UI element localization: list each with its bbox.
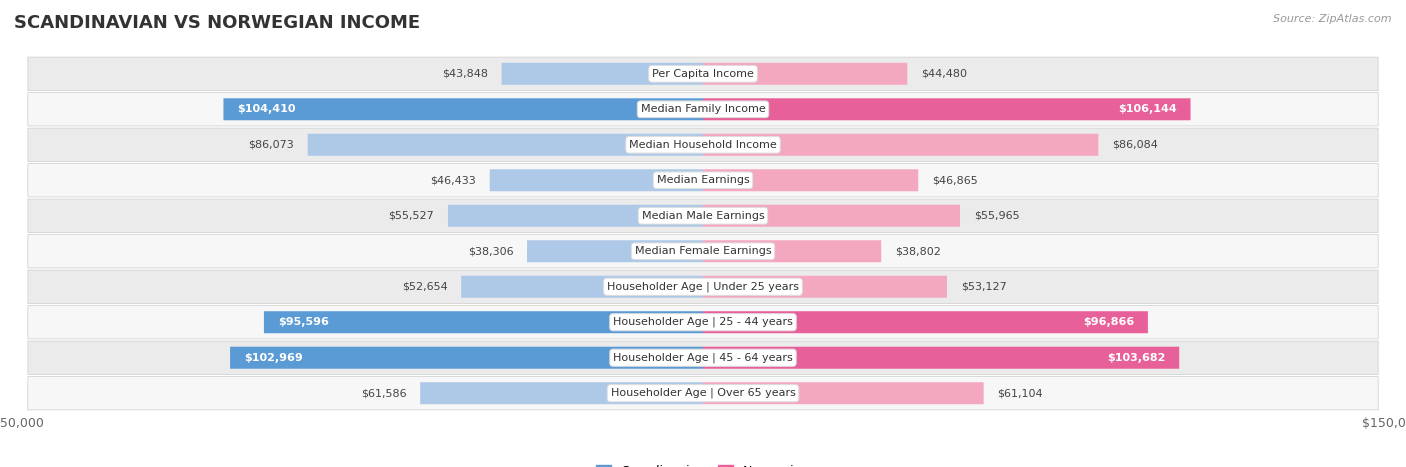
Text: Householder Age | Under 25 years: Householder Age | Under 25 years (607, 282, 799, 292)
FancyBboxPatch shape (28, 376, 1378, 410)
FancyBboxPatch shape (308, 134, 703, 156)
Text: Median Family Income: Median Family Income (641, 104, 765, 114)
Text: Median Earnings: Median Earnings (657, 175, 749, 185)
Text: $103,682: $103,682 (1107, 353, 1166, 363)
FancyBboxPatch shape (703, 240, 882, 262)
FancyBboxPatch shape (703, 382, 984, 404)
Text: $55,965: $55,965 (974, 211, 1019, 221)
FancyBboxPatch shape (449, 205, 703, 227)
Text: $52,654: $52,654 (402, 282, 447, 292)
FancyBboxPatch shape (703, 169, 918, 191)
Text: $104,410: $104,410 (238, 104, 295, 114)
FancyBboxPatch shape (231, 347, 703, 369)
FancyBboxPatch shape (28, 341, 1378, 375)
Text: $102,969: $102,969 (243, 353, 302, 363)
FancyBboxPatch shape (28, 92, 1378, 126)
Text: $106,144: $106,144 (1118, 104, 1177, 114)
Text: $53,127: $53,127 (960, 282, 1007, 292)
FancyBboxPatch shape (461, 276, 703, 298)
Text: Householder Age | Over 65 years: Householder Age | Over 65 years (610, 388, 796, 398)
FancyBboxPatch shape (703, 311, 1147, 333)
Text: Median Male Earnings: Median Male Earnings (641, 211, 765, 221)
FancyBboxPatch shape (28, 270, 1378, 304)
Text: $44,480: $44,480 (921, 69, 967, 79)
Text: Median Female Earnings: Median Female Earnings (634, 246, 772, 256)
FancyBboxPatch shape (224, 98, 703, 120)
FancyBboxPatch shape (703, 276, 948, 298)
Text: Source: ZipAtlas.com: Source: ZipAtlas.com (1274, 14, 1392, 24)
FancyBboxPatch shape (264, 311, 703, 333)
Text: $86,084: $86,084 (1112, 140, 1159, 150)
FancyBboxPatch shape (703, 134, 1098, 156)
Text: $38,802: $38,802 (896, 246, 941, 256)
FancyBboxPatch shape (703, 98, 1191, 120)
Text: $95,596: $95,596 (278, 317, 329, 327)
FancyBboxPatch shape (703, 205, 960, 227)
Text: $86,073: $86,073 (247, 140, 294, 150)
FancyBboxPatch shape (527, 240, 703, 262)
Legend: Scandinavian, Norwegian: Scandinavian, Norwegian (591, 460, 815, 467)
Text: $61,586: $61,586 (361, 388, 406, 398)
Text: $46,865: $46,865 (932, 175, 977, 185)
FancyBboxPatch shape (28, 57, 1378, 91)
FancyBboxPatch shape (703, 63, 907, 85)
Text: $61,104: $61,104 (997, 388, 1043, 398)
FancyBboxPatch shape (28, 305, 1378, 339)
Text: $38,306: $38,306 (468, 246, 513, 256)
Text: Householder Age | 45 - 64 years: Householder Age | 45 - 64 years (613, 353, 793, 363)
Text: $55,527: $55,527 (388, 211, 434, 221)
Text: Per Capita Income: Per Capita Income (652, 69, 754, 79)
Text: $96,866: $96,866 (1083, 317, 1135, 327)
FancyBboxPatch shape (502, 63, 703, 85)
FancyBboxPatch shape (28, 163, 1378, 197)
FancyBboxPatch shape (420, 382, 703, 404)
FancyBboxPatch shape (28, 234, 1378, 268)
Text: $43,848: $43,848 (441, 69, 488, 79)
Text: SCANDINAVIAN VS NORWEGIAN INCOME: SCANDINAVIAN VS NORWEGIAN INCOME (14, 14, 420, 32)
FancyBboxPatch shape (703, 347, 1180, 369)
FancyBboxPatch shape (28, 128, 1378, 162)
FancyBboxPatch shape (28, 199, 1378, 233)
Text: $46,433: $46,433 (430, 175, 477, 185)
FancyBboxPatch shape (489, 169, 703, 191)
Text: Median Household Income: Median Household Income (628, 140, 778, 150)
Text: Householder Age | 25 - 44 years: Householder Age | 25 - 44 years (613, 317, 793, 327)
